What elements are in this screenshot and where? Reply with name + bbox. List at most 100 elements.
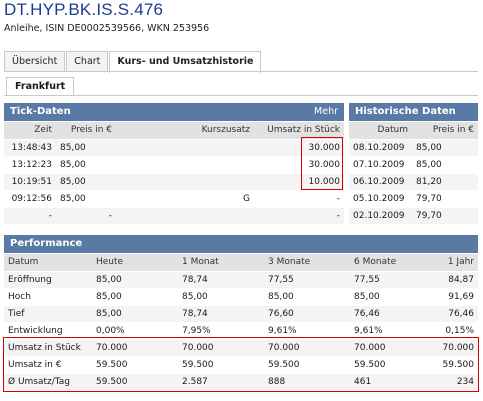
subtab-frankfurt[interactable]: Frankfurt bbox=[6, 77, 75, 96]
column-header: Datum bbox=[4, 254, 92, 272]
table-cell: - bbox=[254, 207, 344, 225]
table-cell: 77,55 bbox=[350, 271, 436, 289]
table-cell: 85,00 bbox=[56, 190, 116, 208]
historical-data-table: Datum Preis in € 08.10.2009 85,00 07.10.… bbox=[349, 122, 478, 225]
tab-kurs-umsatzhistorie[interactable]: Kurs- und Umsatzhistorie bbox=[109, 51, 262, 73]
table-cell: 59.500 bbox=[350, 356, 436, 374]
table-cell: 70.000 bbox=[436, 339, 478, 357]
table-cell bbox=[116, 207, 254, 225]
row-label: Ø Umsatz/Tag bbox=[4, 373, 92, 391]
table-row: - - - bbox=[4, 207, 344, 225]
table-cell: 59.500 bbox=[436, 356, 478, 374]
column-header: Umsatz in Stück bbox=[254, 122, 344, 140]
table-row: 13:48:43 85,00 30.000 bbox=[4, 139, 344, 157]
performance-title: Performance bbox=[10, 238, 83, 249]
tab-bar: Übersicht Chart Kurs- und Umsatzhistorie bbox=[4, 51, 262, 73]
column-header: Kurszusatz bbox=[116, 122, 254, 140]
table-cell: 85,00 bbox=[264, 288, 350, 306]
table-row: Tief 85,00 78,74 76,60 76,46 76,46 bbox=[4, 305, 478, 323]
row-label: Entwicklung bbox=[4, 322, 92, 340]
table-cell: 85,00 bbox=[350, 288, 436, 306]
tab-uebersicht[interactable]: Übersicht bbox=[4, 51, 66, 72]
tab-divider bbox=[4, 71, 478, 72]
column-header: Preis in € bbox=[56, 122, 116, 140]
table-cell: 0,00% bbox=[92, 322, 178, 340]
table-row: 09:12:56 85,00 G - bbox=[4, 190, 344, 208]
table-cell: 30.000 bbox=[254, 139, 344, 157]
column-header: 6 Monate bbox=[350, 254, 436, 272]
historical-data-header: Historische Daten bbox=[349, 103, 478, 121]
table-cell: 0,15% bbox=[436, 322, 478, 340]
table-row: 13:12:23 85,00 30.000 bbox=[4, 156, 344, 174]
table-cell: 07.10.2009 bbox=[349, 156, 412, 174]
table-cell: 76,60 bbox=[264, 305, 350, 323]
tick-data-title: Tick-Daten bbox=[10, 106, 71, 117]
table-row: Umsatz in Stück 70.000 70.000 70.000 70.… bbox=[4, 339, 478, 357]
row-label: Eröffnung bbox=[4, 271, 92, 289]
column-header: Preis in € bbox=[412, 122, 478, 140]
table-row: Umsatz in € 59.500 59.500 59.500 59.500 … bbox=[4, 356, 478, 374]
table-row: 08.10.2009 85,00 bbox=[349, 139, 478, 157]
column-header: 1 Monat bbox=[178, 254, 264, 272]
row-label: Tief bbox=[4, 305, 92, 323]
table-cell: 85,00 bbox=[92, 305, 178, 323]
table-row: Hoch 85,00 85,00 85,00 85,00 91,69 bbox=[4, 288, 478, 306]
table-cell: 06.10.2009 bbox=[349, 173, 412, 191]
table-cell: 85,00 bbox=[56, 173, 116, 191]
table-cell: 85,00 bbox=[412, 156, 478, 174]
table-cell: 59.500 bbox=[264, 356, 350, 374]
column-header: Datum bbox=[349, 122, 412, 140]
table-row: 07.10.2009 85,00 bbox=[349, 156, 478, 174]
table-cell: 70.000 bbox=[178, 339, 264, 357]
table-cell: 2.587 bbox=[178, 373, 264, 391]
table-cell: 79,70 bbox=[412, 207, 478, 225]
table-cell: 9,61% bbox=[350, 322, 436, 340]
table-row: Ø Umsatz/Tag 59.500 2.587 888 461 234 bbox=[4, 373, 478, 391]
table-cell: 70.000 bbox=[264, 339, 350, 357]
tick-data-header-row: Zeit Preis in € Kurszusatz Umsatz in Stü… bbox=[4, 122, 344, 140]
column-header: 1 Jahr bbox=[436, 254, 478, 272]
historical-data-header-row: Datum Preis in € bbox=[349, 122, 478, 140]
table-cell: 81,20 bbox=[412, 173, 478, 191]
table-cell: 76,46 bbox=[436, 305, 478, 323]
table-row: Eröffnung 85,00 78,74 77,55 77,55 84,87 bbox=[4, 271, 478, 289]
table-cell: 888 bbox=[264, 373, 350, 391]
table-cell: 84,87 bbox=[436, 271, 478, 289]
table-cell: 08.10.2009 bbox=[349, 139, 412, 157]
performance-header: Performance bbox=[4, 235, 478, 253]
table-cell: 10:19:51 bbox=[4, 173, 56, 191]
table-cell: 79,70 bbox=[412, 190, 478, 208]
table-cell: 70.000 bbox=[92, 339, 178, 357]
performance-table: Datum Heute 1 Monat 3 Monate 6 Monate 1 … bbox=[4, 254, 478, 391]
row-label: Umsatz in Stück bbox=[4, 339, 92, 357]
table-cell: G bbox=[116, 190, 254, 208]
table-cell: 59.500 bbox=[92, 356, 178, 374]
table-cell: 85,00 bbox=[92, 271, 178, 289]
table-cell: 13:12:23 bbox=[4, 156, 56, 174]
table-row: 06.10.2009 81,20 bbox=[349, 173, 478, 191]
table-cell: 85,00 bbox=[92, 288, 178, 306]
subtab-divider bbox=[4, 95, 478, 96]
column-header: 3 Monate bbox=[264, 254, 350, 272]
table-cell: 234 bbox=[436, 373, 478, 391]
table-row: 05.10.2009 79,70 bbox=[349, 190, 478, 208]
security-subtitle: Anleihe, ISIN DE0002539566, WKN 253956 bbox=[4, 23, 210, 34]
table-cell bbox=[116, 173, 254, 191]
tick-data-header: Tick-Daten Mehr bbox=[4, 103, 344, 121]
tab-chart[interactable]: Chart bbox=[66, 51, 109, 72]
table-cell: 76,46 bbox=[350, 305, 436, 323]
table-row: 02.10.2009 79,70 bbox=[349, 207, 478, 225]
table-cell: 85,00 bbox=[178, 288, 264, 306]
column-header: Heute bbox=[92, 254, 178, 272]
table-cell: 09:12:56 bbox=[4, 190, 56, 208]
table-cell: 59.500 bbox=[178, 356, 264, 374]
table-cell: 30.000 bbox=[254, 156, 344, 174]
tick-data-table: Zeit Preis in € Kurszusatz Umsatz in Stü… bbox=[4, 122, 344, 225]
tick-data-more-link[interactable]: Mehr bbox=[314, 106, 338, 117]
table-cell: 85,00 bbox=[56, 139, 116, 157]
column-header: Zeit bbox=[4, 122, 56, 140]
table-cell: 77,55 bbox=[264, 271, 350, 289]
row-label: Hoch bbox=[4, 288, 92, 306]
table-cell: 9,61% bbox=[264, 322, 350, 340]
table-cell: - bbox=[56, 207, 116, 225]
